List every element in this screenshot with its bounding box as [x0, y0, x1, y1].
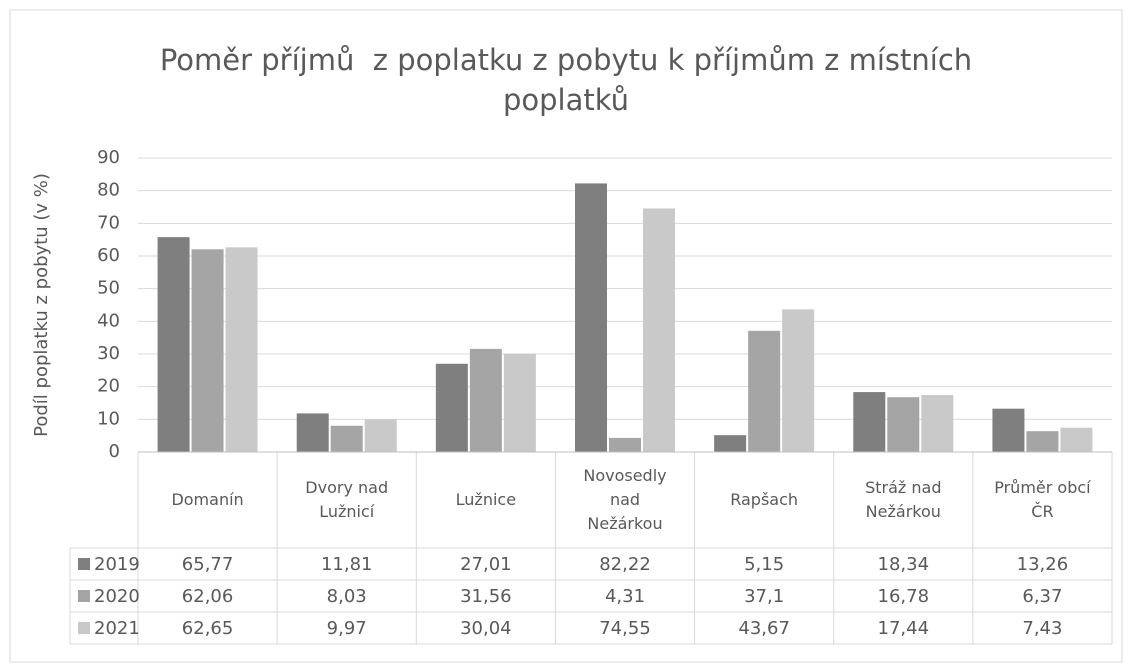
bar [1060, 427, 1093, 452]
table-value: 13,26 [1017, 554, 1069, 575]
bar [157, 237, 190, 452]
table-value: 65,77 [182, 554, 234, 575]
table-value: 27,01 [460, 554, 512, 575]
bar [225, 247, 258, 452]
bar [503, 353, 536, 452]
x-tick-label: Lužnice [455, 490, 517, 509]
x-tick-label: Domanín [171, 490, 244, 509]
x-tick-label: Průměr obcí ČR [994, 478, 1091, 521]
bar [575, 183, 607, 452]
table-value: 5,15 [744, 554, 784, 575]
legend-swatch [78, 590, 90, 602]
table-value: 16,78 [878, 586, 930, 607]
x-tick-label: Dvory nad Lužnicí [305, 478, 389, 521]
y-tick-label: 80 [97, 180, 120, 201]
legend-label: 2020 [94, 586, 140, 607]
y-tick-label: 40 [97, 310, 120, 331]
bar [782, 309, 815, 452]
y-tick-label: 10 [97, 408, 120, 429]
legend-label: 2021 [94, 618, 140, 639]
bar [435, 363, 468, 452]
x-tick-label: Novosedly nad Nežárkou [583, 466, 667, 533]
bar [921, 395, 954, 452]
table-value: 62,06 [182, 586, 234, 607]
legend-swatch [78, 558, 90, 570]
legend-swatch [78, 622, 90, 634]
y-tick-label: 70 [97, 212, 120, 233]
y-tick-label: 20 [97, 376, 120, 397]
bar [609, 437, 641, 452]
x-tick-label: Stráž nad Nežárkou [865, 478, 942, 521]
y-tick-label: 0 [109, 441, 120, 462]
y-tick-label: 50 [97, 278, 120, 299]
bar [853, 392, 886, 452]
bar [296, 413, 329, 452]
table-value: 31,56 [460, 586, 512, 607]
table-value: 7,43 [1022, 618, 1062, 639]
bar [191, 249, 224, 452]
table-value: 62,65 [182, 618, 234, 639]
y-axis-label: Podíl poplatku z pobytu (v %) [31, 173, 52, 437]
table-value: 74,55 [599, 618, 651, 639]
bar [364, 419, 397, 452]
table-value: 17,44 [878, 618, 930, 639]
table-value: 82,22 [599, 554, 651, 575]
table-value: 8,03 [327, 586, 367, 607]
bar [714, 435, 747, 452]
y-tick-label: 90 [97, 147, 120, 168]
bar [748, 330, 781, 452]
chart-title: Poměr příjmů z poplatku z pobytu k příjm… [159, 43, 982, 117]
bar [887, 397, 920, 452]
legend-label: 2019 [94, 554, 140, 575]
x-tick-label: Rapšach [730, 490, 799, 509]
table-value: 30,04 [460, 618, 512, 639]
table-value: 9,97 [327, 618, 367, 639]
table-value: 43,67 [738, 618, 790, 639]
table-value: 18,34 [878, 554, 930, 575]
y-tick-label: 60 [97, 245, 120, 266]
table-value: 11,81 [321, 554, 373, 575]
y-tick-label: 30 [97, 343, 120, 364]
bar [643, 208, 675, 452]
table-value: 4,31 [605, 586, 645, 607]
bar [1026, 431, 1059, 452]
bar [330, 425, 363, 452]
bar [992, 408, 1025, 452]
table-value: 6,37 [1022, 586, 1062, 607]
bar [469, 348, 502, 452]
table-value: 37,1 [744, 586, 784, 607]
